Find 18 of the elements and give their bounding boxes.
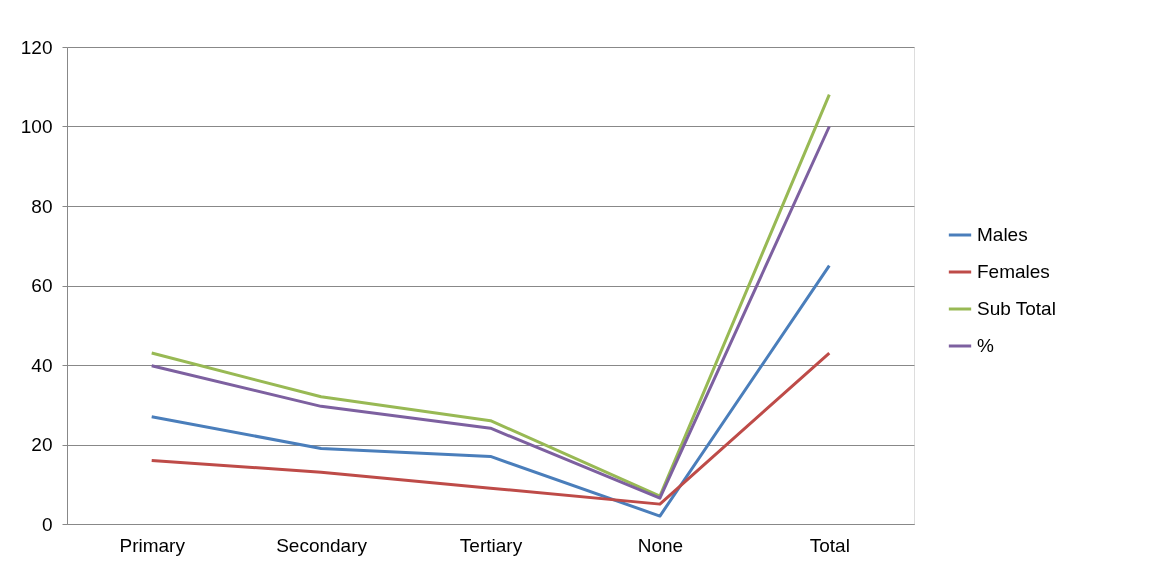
x-tick-label: Primary	[119, 534, 186, 556]
y-tick-label: 0	[41, 513, 53, 535]
x-tick-label: Total	[809, 534, 850, 556]
legend-label: Females	[977, 261, 1050, 282]
legend-label: Males	[977, 224, 1028, 245]
y-tick-label: 20	[31, 434, 53, 455]
y-tick-label: 120	[20, 36, 53, 58]
legend-label: %	[977, 335, 994, 356]
y-tick-label: 60	[31, 275, 53, 296]
x-tick-label: Secondary	[276, 534, 368, 556]
x-tick-label: Tertiary	[459, 534, 523, 556]
y-tick-label: 100	[20, 116, 53, 137]
line-series	[150, 351, 831, 506]
y-tick-label: 40	[31, 354, 53, 376]
x-tick-label: None	[637, 534, 684, 556]
line-series	[150, 264, 831, 518]
legend-label: Sub Total	[977, 298, 1056, 319]
y-tick-label: 80	[31, 195, 53, 217]
